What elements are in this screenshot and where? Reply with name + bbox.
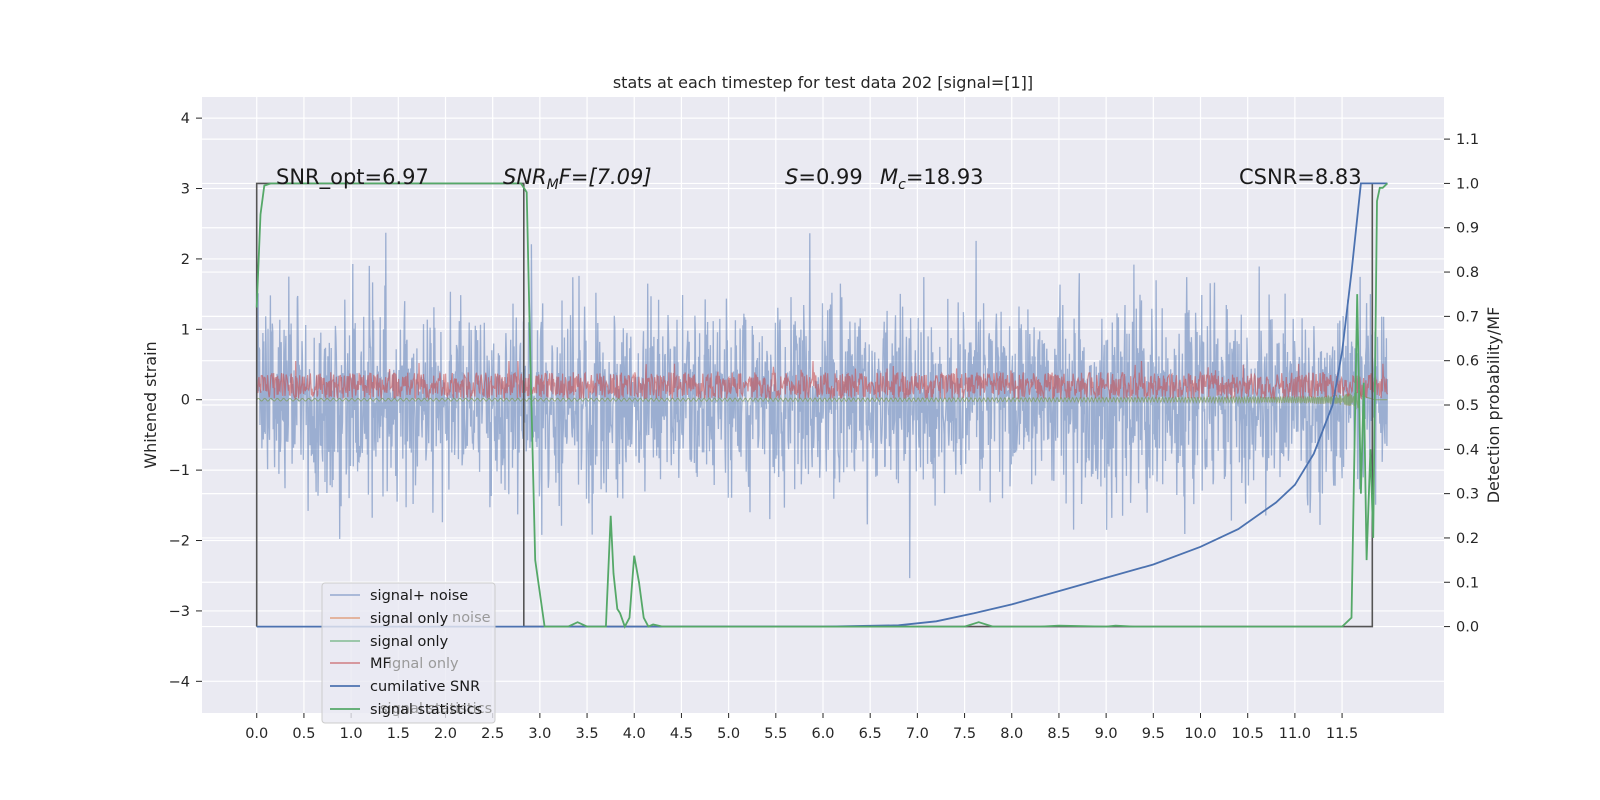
y2-tick-label: 1.1 xyxy=(1456,132,1479,148)
x-tick-label: 9.0 xyxy=(1095,726,1118,742)
x-tick-label: 8.5 xyxy=(1047,726,1070,742)
y2-tick-label: 0.7 xyxy=(1456,309,1479,325)
y2-tick-label: 0.5 xyxy=(1456,398,1479,414)
x-tick-label: 8.0 xyxy=(1000,726,1023,742)
right-axis-series xyxy=(255,182,1389,629)
annotation-mc-sub: c xyxy=(898,177,906,193)
x-tick-label: 10.5 xyxy=(1232,726,1264,742)
y-tick-label: −1 xyxy=(169,463,190,479)
x-tick-labels: 0.0 0.5 1.0 1.5 2.0 2.5 3.0 3.5 4.0 4.5 5.0 5.5 6.0 6… xyxy=(245,713,1358,742)
annotation-snr-mf-main: SNR xyxy=(503,165,547,189)
y2-tick-label: 0.1 xyxy=(1456,575,1479,591)
y2-tick-label: 1.0 xyxy=(1456,176,1479,192)
y2-tick-label: 0.9 xyxy=(1456,221,1479,237)
x-tick-label: 11.5 xyxy=(1326,726,1358,742)
legend-frame xyxy=(321,582,496,724)
x-tick-label: 2.5 xyxy=(481,726,504,742)
cumulative-snr-line xyxy=(256,182,1388,628)
annotation-s: S=0.99 xyxy=(785,165,863,189)
y2-tick-label: 0.4 xyxy=(1456,442,1479,458)
x-tick-label: 6.5 xyxy=(859,726,882,742)
y2-tick-label: 0.8 xyxy=(1456,265,1479,281)
y2-axis-label: Detection probability/MF xyxy=(1484,307,1503,504)
legend-ghost-statistics: signal statistics xyxy=(380,701,492,717)
x-tick-label: 7.0 xyxy=(906,726,929,742)
x-tick-label: 4.0 xyxy=(623,726,646,742)
y-tick-label: 4 xyxy=(181,111,190,127)
y2-tick-label: 0.6 xyxy=(1456,354,1479,370)
x-tick-label: 7.5 xyxy=(953,726,976,742)
mf-line xyxy=(256,360,1388,401)
legend-label-signal-only-orange: signal only xyxy=(370,611,449,627)
y2-tick-label: 0.2 xyxy=(1456,531,1479,547)
x-tick-label: 5.5 xyxy=(764,726,787,742)
signal-only-series xyxy=(256,388,1388,409)
y2-tick-label: 0.3 xyxy=(1456,487,1479,503)
y-tick-label: 0 xyxy=(181,393,190,409)
x-tick-label: 2.0 xyxy=(434,726,457,742)
y-tick-label: 2 xyxy=(181,252,190,268)
annotation-mc-label: M xyxy=(880,165,898,189)
annotation-snr-mf: SNRMF=[7.09] xyxy=(503,165,652,193)
x-tick-label: 0.5 xyxy=(292,726,315,742)
legend-label-signal-noise: signal+ noise xyxy=(370,588,468,604)
legend-label-cumulative-snr: cumilative SNR xyxy=(370,679,480,695)
legend-label-mf: MF xyxy=(370,656,391,672)
y-tick-label: −3 xyxy=(169,604,190,620)
annotation-csnr: CSNR=8.83 xyxy=(1239,165,1362,189)
signal-statistics-line xyxy=(255,182,1389,629)
x-tick-label: 1.5 xyxy=(387,726,410,742)
y-tick-label: −2 xyxy=(169,534,190,550)
x-tick-label: 4.5 xyxy=(670,726,693,742)
x-tick-label: 1.0 xyxy=(340,726,363,742)
x-tick-label: 3.5 xyxy=(576,726,599,742)
y2-tick-label: 0.0 xyxy=(1456,620,1479,636)
x-tick-label: 3.0 xyxy=(528,726,551,742)
signal-only-green-line xyxy=(256,389,1388,408)
x-tick-label: 11.0 xyxy=(1279,726,1311,742)
annotation-snr-mf-rest: F=[7.09] xyxy=(559,165,652,189)
y-tick-labels: 4 3 2 1 0 −1 −2 −3 −4 xyxy=(169,111,202,690)
x-tick-label: 0.0 xyxy=(245,726,268,742)
annotation-mc: Mc=18.93 xyxy=(880,165,984,193)
annotation-s-label: S xyxy=(785,165,798,189)
x-tick-label: 10.0 xyxy=(1184,726,1216,742)
annotation-mc-value: =18.93 xyxy=(906,165,984,189)
y2-tick-labels: 1.1 1.0 0.9 0.8 0.7 0.6 0.5 0.4 0.3 0.2 0.1 0.0 xyxy=(1444,132,1479,636)
annotation-s-value: =0.99 xyxy=(798,165,862,189)
mf-series xyxy=(256,360,1388,401)
y-tick-label: 1 xyxy=(181,322,190,338)
x-tick-label: 6.0 xyxy=(811,726,834,742)
legend-label-signal-statistics: signal statistics xyxy=(370,702,482,718)
legend-ghost-noise: noise xyxy=(452,610,491,626)
legend-ghost-signal-only: ignal only xyxy=(388,656,459,672)
annotation-snr-opt: SNR_opt=6.97 xyxy=(276,165,429,190)
chart-title: stats at each timestep for test data 202… xyxy=(613,73,1033,92)
y-axis-label: Whitened strain xyxy=(141,341,160,468)
x-tick-label: 9.5 xyxy=(1142,726,1165,742)
legend: noise ignal only signal statistics signa… xyxy=(321,582,496,724)
x-tick-label: 5.0 xyxy=(717,726,740,742)
y-tick-label: −4 xyxy=(169,674,190,690)
annotation-snr-mf-sub: M xyxy=(547,177,559,193)
window-marker-line xyxy=(255,182,1374,628)
y-tick-label: 3 xyxy=(181,182,190,198)
legend-label-signal-only-green: signal only xyxy=(370,634,449,650)
